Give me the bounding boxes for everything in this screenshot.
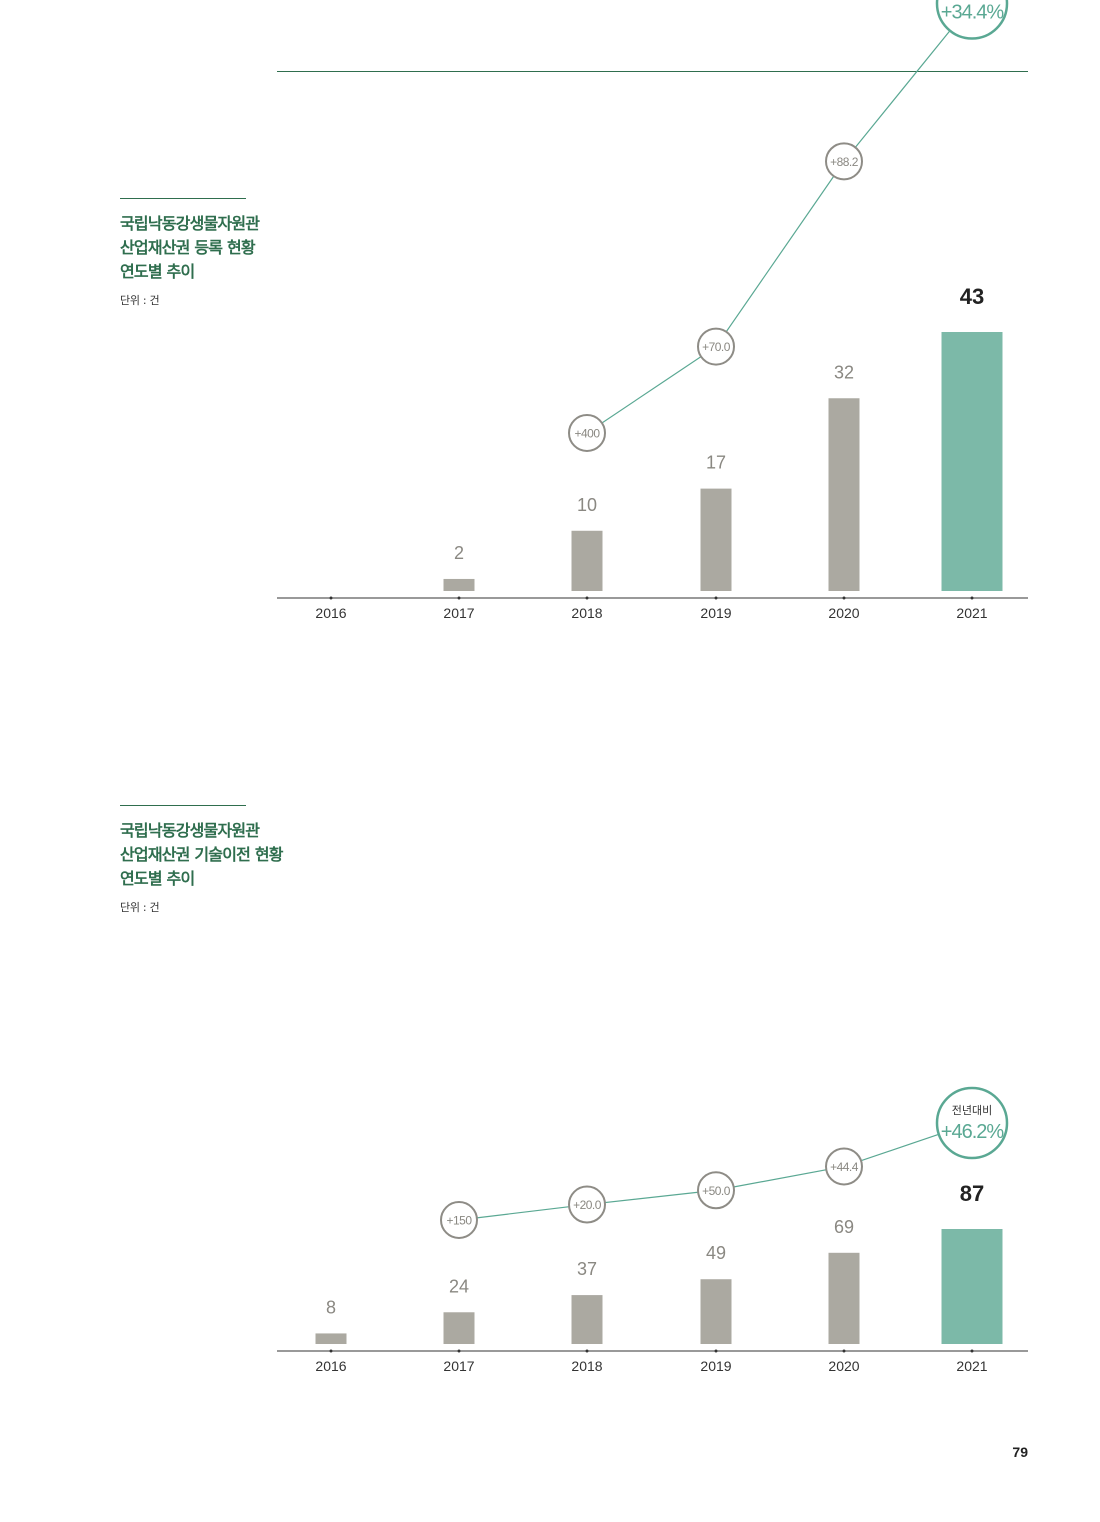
top-divider xyxy=(277,71,1028,72)
chart2-bar-2017 xyxy=(443,1312,475,1344)
chart1-value-label-2020: 32 xyxy=(834,362,854,382)
chart1-tick-2018 xyxy=(585,596,589,600)
chart1-growth-line xyxy=(586,3,973,434)
chart1-tick-label-2020: 2020 xyxy=(828,605,859,621)
chart1-tick-label-2021: 2021 xyxy=(956,605,987,621)
chart1-tick-2016 xyxy=(329,596,333,600)
chart1-tick-label-2019: 2019 xyxy=(700,605,731,621)
chart2-highlight-badge xyxy=(935,1086,1009,1160)
chart1-bar-2018 xyxy=(571,530,603,591)
chart1-heading-rule xyxy=(120,198,246,199)
chart2-tick-label-2021: 2021 xyxy=(956,1358,987,1374)
chart1-tick-2019 xyxy=(714,596,718,600)
chart1-highlight-badge xyxy=(935,0,1009,40)
chart1-bar-2019 xyxy=(700,488,732,591)
chart2-heading-rule xyxy=(120,805,246,806)
chart1-bar-2021 xyxy=(941,332,1003,591)
chart2-bar-2018 xyxy=(571,1295,603,1344)
chart1-tick-label-2018: 2018 xyxy=(571,605,602,621)
chart2-value-label-2017: 24 xyxy=(449,1276,469,1296)
chart1-growth-label-2020: +88.2 xyxy=(830,155,859,169)
chart1-heading: 국립낙동강생물자원관 산업재산권 등록 현황 연도별 추이 단위 : 건 xyxy=(120,198,320,308)
chart2-title-line-2: 산업재산권 기술이전 현황 xyxy=(120,845,283,864)
chart2-value-label-2016: 8 xyxy=(326,1297,336,1317)
chart2-value-label-2021: 87 xyxy=(960,1181,984,1206)
chart2-highlight-caption: 전년대비 xyxy=(952,1104,992,1117)
chart2-tick-label-2019: 2019 xyxy=(700,1358,731,1374)
chart2-tick-2020 xyxy=(842,1349,846,1353)
chart2-title: 국립낙동강생물자원관 산업재산권 기술이전 현황 연도별 추이 xyxy=(120,819,320,891)
chart2-tick-label-2017: 2017 xyxy=(443,1358,474,1374)
chart1-bar-2017 xyxy=(443,578,475,591)
chart2-value-label-2020: 69 xyxy=(834,1217,854,1237)
chart1-value-label-2018: 10 xyxy=(577,495,597,515)
chart2-growth-badge-2018 xyxy=(568,1185,606,1224)
chart2-highlight-growth: +46.2% xyxy=(941,1121,1005,1143)
chart1-tick-label-2016: 2016 xyxy=(315,605,346,621)
chart2-plot: 2016 2017 2018 2019 2020 2021 8 24 37 49 69 87 +150 +… xyxy=(277,1086,1028,1374)
registration-chart: 2016 2017 2018 2019 2020 2021 2 10 17 32 43 +400 +70… xyxy=(277,0,1028,621)
chart1-tick-label-2017: 2017 xyxy=(443,605,474,621)
chart2-tick-2018 xyxy=(585,1349,589,1353)
chart1-unit: 단위 : 건 xyxy=(120,294,160,307)
chart2-heading: 국립낙동강생물자원관 산업재산권 기술이전 현황 연도별 추이 단위 : 건 xyxy=(120,805,320,915)
chart1-value-label-2017: 2 xyxy=(454,543,464,563)
chart2-tick-2017 xyxy=(457,1349,461,1353)
chart2-growth-label-2020: +44.4 xyxy=(830,1160,859,1174)
chart2-title-line-1: 국립낙동강생물자원관 xyxy=(120,821,260,840)
chart2-tick-label-2018: 2018 xyxy=(571,1358,602,1374)
chart1-title-line-1: 국립낙동강생물자원관 xyxy=(120,214,260,233)
chart2-bar-2021 xyxy=(941,1229,1003,1344)
chart2-unit: 단위 : 건 xyxy=(120,901,160,914)
chart1-highlight-growth: +34.4% xyxy=(941,2,1005,24)
chart2-growth-badge-2020 xyxy=(825,1147,863,1186)
chart1-title-line-3: 연도별 추이 xyxy=(120,262,195,281)
chart2-bar-2020 xyxy=(828,1252,860,1344)
chart2-value-label-2018: 37 xyxy=(577,1259,597,1279)
chart1-growth-badge-2020 xyxy=(825,142,863,181)
chart2-tick-2021 xyxy=(970,1349,974,1353)
chart2-tick-2019 xyxy=(714,1349,718,1353)
chart2-tick-label-2020: 2020 xyxy=(828,1358,859,1374)
chart1-value-label-2019: 17 xyxy=(706,453,726,473)
chart1-growth-label-2019: +70.0 xyxy=(702,340,731,354)
page-number: 79 xyxy=(1012,1444,1028,1460)
chart1-tick-2021 xyxy=(970,596,974,600)
chart1-value-label-2021: 43 xyxy=(960,284,984,309)
chart1-bar-2020 xyxy=(828,398,860,591)
chart2-growth-label-2019: +50.0 xyxy=(702,1184,731,1198)
chart1-title-line-2: 산업재산권 등록 현황 xyxy=(120,238,256,257)
chart2-value-label-2019: 49 xyxy=(706,1243,726,1263)
chart2-tick-2016 xyxy=(329,1349,333,1353)
chart2-growth-label-2017: +150 xyxy=(446,1214,472,1228)
chart2-growth-badge-2017 xyxy=(440,1201,478,1239)
chart2-tick-label-2016: 2016 xyxy=(315,1358,346,1374)
chart1-growth-badge-2019 xyxy=(697,327,735,366)
tech-transfer-chart: 2016 2017 2018 2019 2020 2021 8 24 37 49 69 87 +150 +… xyxy=(277,1086,1028,1374)
chart1-tick-2017 xyxy=(457,596,461,600)
chart1-tick-2020 xyxy=(842,596,846,600)
chart1-title: 국립낙동강생물자원관 산업재산권 등록 현황 연도별 추이 xyxy=(120,212,320,284)
chart1-growth-badge-2018 xyxy=(568,414,606,452)
chart2-title-line-3: 연도별 추이 xyxy=(120,869,195,888)
chart2-bar-2019 xyxy=(700,1279,732,1344)
chart2-bar-2016 xyxy=(315,1333,347,1344)
chart2-growth-label-2018: +20.0 xyxy=(573,1198,602,1212)
chart1-growth-label-2018: +400 xyxy=(574,427,600,441)
chart1-plot: 2016 2017 2018 2019 2020 2021 2 10 17 32 43 +400 +70… xyxy=(277,0,1028,621)
chart2-growth-badge-2019 xyxy=(697,1171,735,1210)
